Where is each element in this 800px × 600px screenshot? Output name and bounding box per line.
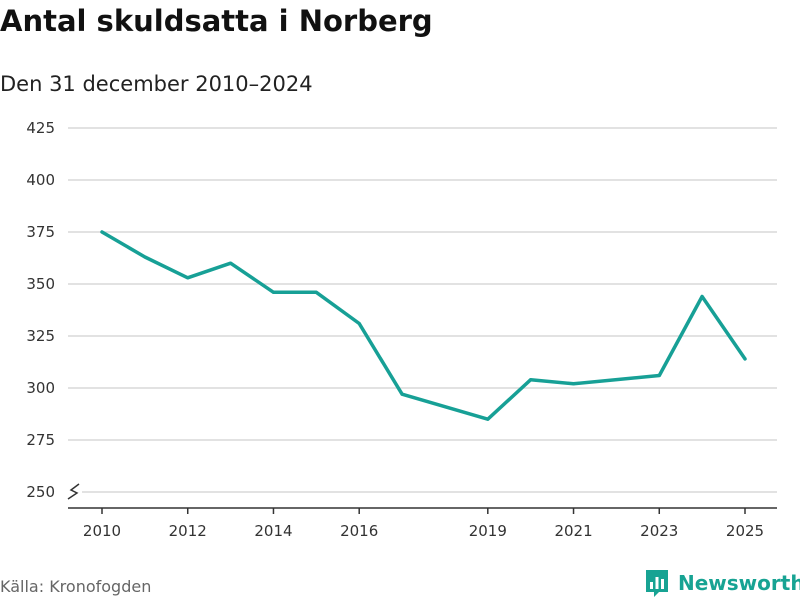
data-point bbox=[314, 290, 318, 294]
x-tick-label: 2016 bbox=[340, 522, 378, 540]
y-tick-label: 250 bbox=[26, 483, 55, 501]
data-point bbox=[186, 276, 190, 280]
data-point bbox=[529, 378, 533, 382]
data-point bbox=[229, 261, 233, 265]
grid-lines bbox=[67, 127, 777, 500]
axis-break-icon bbox=[67, 483, 80, 500]
chart-title: Antal skuldsatta i Norberg bbox=[0, 4, 433, 38]
x-axis-labels: 2010 2012 2014 2016 2019 2021 2023 2025 bbox=[83, 508, 764, 540]
chart-subtitle: Den 31 december 2010–2024 bbox=[0, 72, 313, 96]
newsworthy-logo-icon bbox=[646, 570, 668, 597]
y-tick-label: 400 bbox=[26, 171, 55, 189]
data-point bbox=[743, 357, 747, 361]
data-point bbox=[400, 392, 404, 396]
y-tick-label: 350 bbox=[26, 275, 55, 293]
series-line bbox=[100, 230, 747, 421]
x-tick-label: 2021 bbox=[554, 522, 592, 540]
y-tick-label: 425 bbox=[26, 119, 55, 137]
y-tick-label: 375 bbox=[26, 223, 55, 241]
brand-name: Newsworthy bbox=[678, 571, 800, 595]
x-tick-label: 2014 bbox=[254, 522, 292, 540]
data-point bbox=[700, 294, 704, 298]
series bbox=[100, 230, 747, 421]
x-tick-label: 2012 bbox=[169, 522, 207, 540]
brand-logo: Newsworthy bbox=[644, 568, 800, 598]
y-tick-label: 300 bbox=[26, 379, 55, 397]
data-point bbox=[657, 374, 661, 378]
x-tick-label: 2025 bbox=[726, 522, 764, 540]
x-tick-label: 2019 bbox=[469, 522, 507, 540]
data-point bbox=[572, 382, 576, 386]
x-tick-label: 2010 bbox=[83, 522, 121, 540]
y-tick-label: 325 bbox=[26, 327, 55, 345]
source-note: Källa: Kronofogden bbox=[0, 577, 152, 596]
data-point bbox=[271, 290, 275, 294]
data-point bbox=[357, 322, 361, 326]
data-point bbox=[143, 255, 147, 259]
y-tick-label: 275 bbox=[26, 431, 55, 449]
y-axis-labels: 250 275 300 325 350 375 400 425 bbox=[26, 119, 55, 501]
data-point bbox=[486, 417, 490, 421]
x-tick-label: 2023 bbox=[640, 522, 678, 540]
data-point bbox=[100, 230, 104, 234]
